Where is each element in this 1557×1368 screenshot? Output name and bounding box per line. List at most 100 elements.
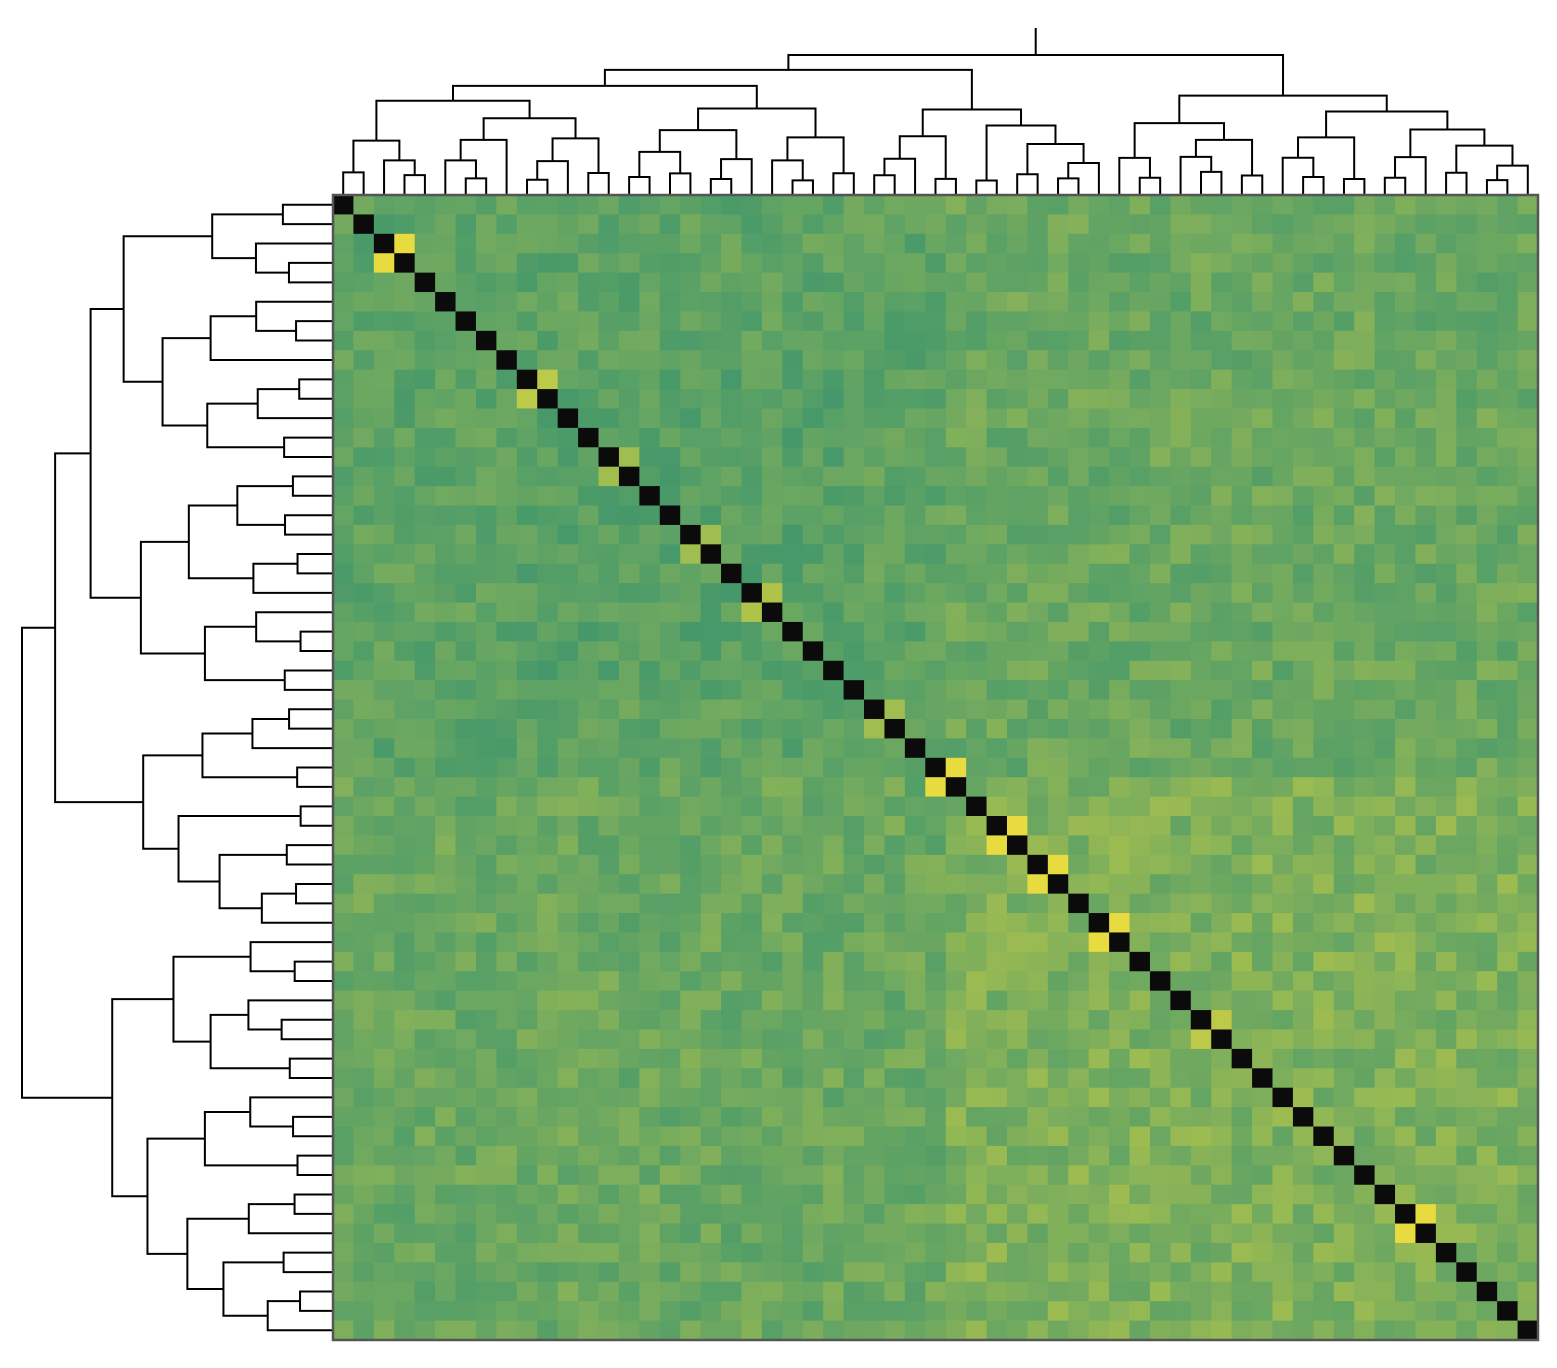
- heatmap-cell: [1211, 990, 1233, 1011]
- heatmap-cell: [1129, 757, 1151, 778]
- heatmap-cell: [1476, 1301, 1498, 1322]
- heatmap-cell: [1027, 272, 1049, 293]
- heatmap-cell: [475, 874, 497, 895]
- heatmap-cell: [1415, 1184, 1437, 1205]
- heatmap-cell: [353, 408, 375, 429]
- heatmap-cell: [1149, 1301, 1171, 1322]
- dendrogram-branch: [482, 117, 577, 140]
- heatmap-cell: [1047, 544, 1069, 565]
- heatmap-cell: [537, 330, 559, 351]
- heatmap-cell: [782, 505, 804, 526]
- heatmap-cell: [680, 699, 702, 720]
- heatmap-cell: [537, 1301, 559, 1322]
- heatmap-cell: [1415, 874, 1437, 895]
- heatmap-cell: [1292, 389, 1314, 410]
- heatmap-cell: [1109, 1242, 1131, 1263]
- heatmap-cell: [1272, 1204, 1294, 1225]
- heatmap-cell: [1395, 330, 1417, 351]
- heatmap-cell: [1456, 311, 1478, 332]
- heatmap-cell: [1333, 854, 1355, 875]
- heatmap-cell: [864, 602, 886, 623]
- heatmap-cell: [1354, 660, 1376, 681]
- heatmap-cell: [394, 1242, 416, 1263]
- heatmap-cell: [333, 524, 355, 545]
- heatmap-cell: [986, 951, 1008, 972]
- heatmap-cell: [435, 408, 457, 429]
- heatmap-cell: [639, 951, 661, 972]
- heatmap-cell: [1047, 660, 1069, 681]
- heatmap-cell: [904, 641, 926, 662]
- heatmap-cell: [1109, 641, 1131, 662]
- heatmap-cell: [1047, 893, 1069, 914]
- heatmap-cell: [1170, 835, 1192, 856]
- heatmap-cell: [1395, 1223, 1417, 1244]
- heatmap-cell: [884, 699, 906, 720]
- heatmap-cell: [1068, 1262, 1090, 1283]
- heatmap-cell: [1476, 447, 1498, 468]
- heatmap-cell: [1211, 1145, 1233, 1166]
- heatmap-cell: [1027, 330, 1049, 351]
- heatmap-cell: [884, 1126, 906, 1147]
- heatmap-cell: [414, 195, 436, 216]
- dendrogram-branch: [1383, 176, 1407, 195]
- heatmap-cell: [1231, 816, 1253, 837]
- heatmap-cell: [1231, 1204, 1253, 1225]
- heatmap-cell: [1476, 1320, 1498, 1341]
- heatmap-cell: [1252, 524, 1274, 545]
- heatmap-cell: [1313, 1320, 1335, 1341]
- heatmap-cell: [823, 738, 845, 759]
- heatmap-cell: [1190, 680, 1212, 701]
- heatmap-cell: [1006, 757, 1028, 778]
- heatmap-cell: [1068, 660, 1090, 681]
- heatmap-cell: [1313, 680, 1335, 701]
- heatmap-cell: [1190, 777, 1212, 798]
- heatmap-cell: [455, 621, 477, 642]
- heatmap-cell: [843, 757, 865, 778]
- heatmap-cell: [414, 1262, 436, 1283]
- heatmap-cell: [1272, 680, 1294, 701]
- heatmap-cell: [1313, 602, 1335, 623]
- heatmap-cell: [373, 369, 395, 390]
- heatmap-cell: [823, 913, 845, 934]
- heatmap-cell: [1170, 641, 1192, 662]
- heatmap-cell: [945, 389, 967, 410]
- heatmap-cell: [1088, 1165, 1110, 1186]
- heatmap-cell: [864, 874, 886, 895]
- heatmap-cell: [598, 1223, 620, 1244]
- heatmap-cell: [414, 893, 436, 914]
- heatmap-cell: [1252, 1087, 1274, 1108]
- heatmap-cell: [986, 1068, 1008, 1089]
- heatmap-cell: [1354, 427, 1376, 448]
- heatmap-cell: [1333, 292, 1355, 313]
- heatmap-cell: [1088, 699, 1110, 720]
- heatmap-cell: [1129, 427, 1151, 448]
- heatmap-cell: [1272, 466, 1294, 487]
- heatmap-cell: [578, 408, 600, 429]
- heatmap-cell: [1190, 951, 1212, 972]
- heatmap-cell: [700, 602, 722, 623]
- heatmap-cell: [802, 1126, 824, 1147]
- heatmap-cell: [966, 932, 988, 953]
- dendrogram-branch: [709, 178, 733, 195]
- heatmap-cell: [700, 330, 722, 351]
- heatmap-cell: [475, 563, 497, 584]
- heatmap-cell: [496, 389, 518, 410]
- heatmap-cell: [1047, 486, 1069, 507]
- heatmap-cell: [333, 1010, 355, 1031]
- heatmap-cell: [618, 1320, 640, 1341]
- heatmap-cell: [1252, 971, 1274, 992]
- heatmap-cell: [496, 641, 518, 662]
- heatmap-cell: [782, 1048, 804, 1069]
- heatmap-cell: [516, 1048, 538, 1069]
- heatmap-cell: [904, 951, 926, 972]
- heatmap-cell: [741, 1204, 763, 1225]
- heatmap-cell: [802, 1320, 824, 1341]
- heatmap-cell: [721, 544, 743, 565]
- heatmap-cell: [1252, 544, 1274, 565]
- heatmap-cell: [578, 680, 600, 701]
- heatmap-cell: [1047, 447, 1069, 468]
- heatmap-cell: [904, 1281, 926, 1302]
- heatmap-cell: [1006, 1204, 1028, 1225]
- heatmap-cell: [455, 913, 477, 934]
